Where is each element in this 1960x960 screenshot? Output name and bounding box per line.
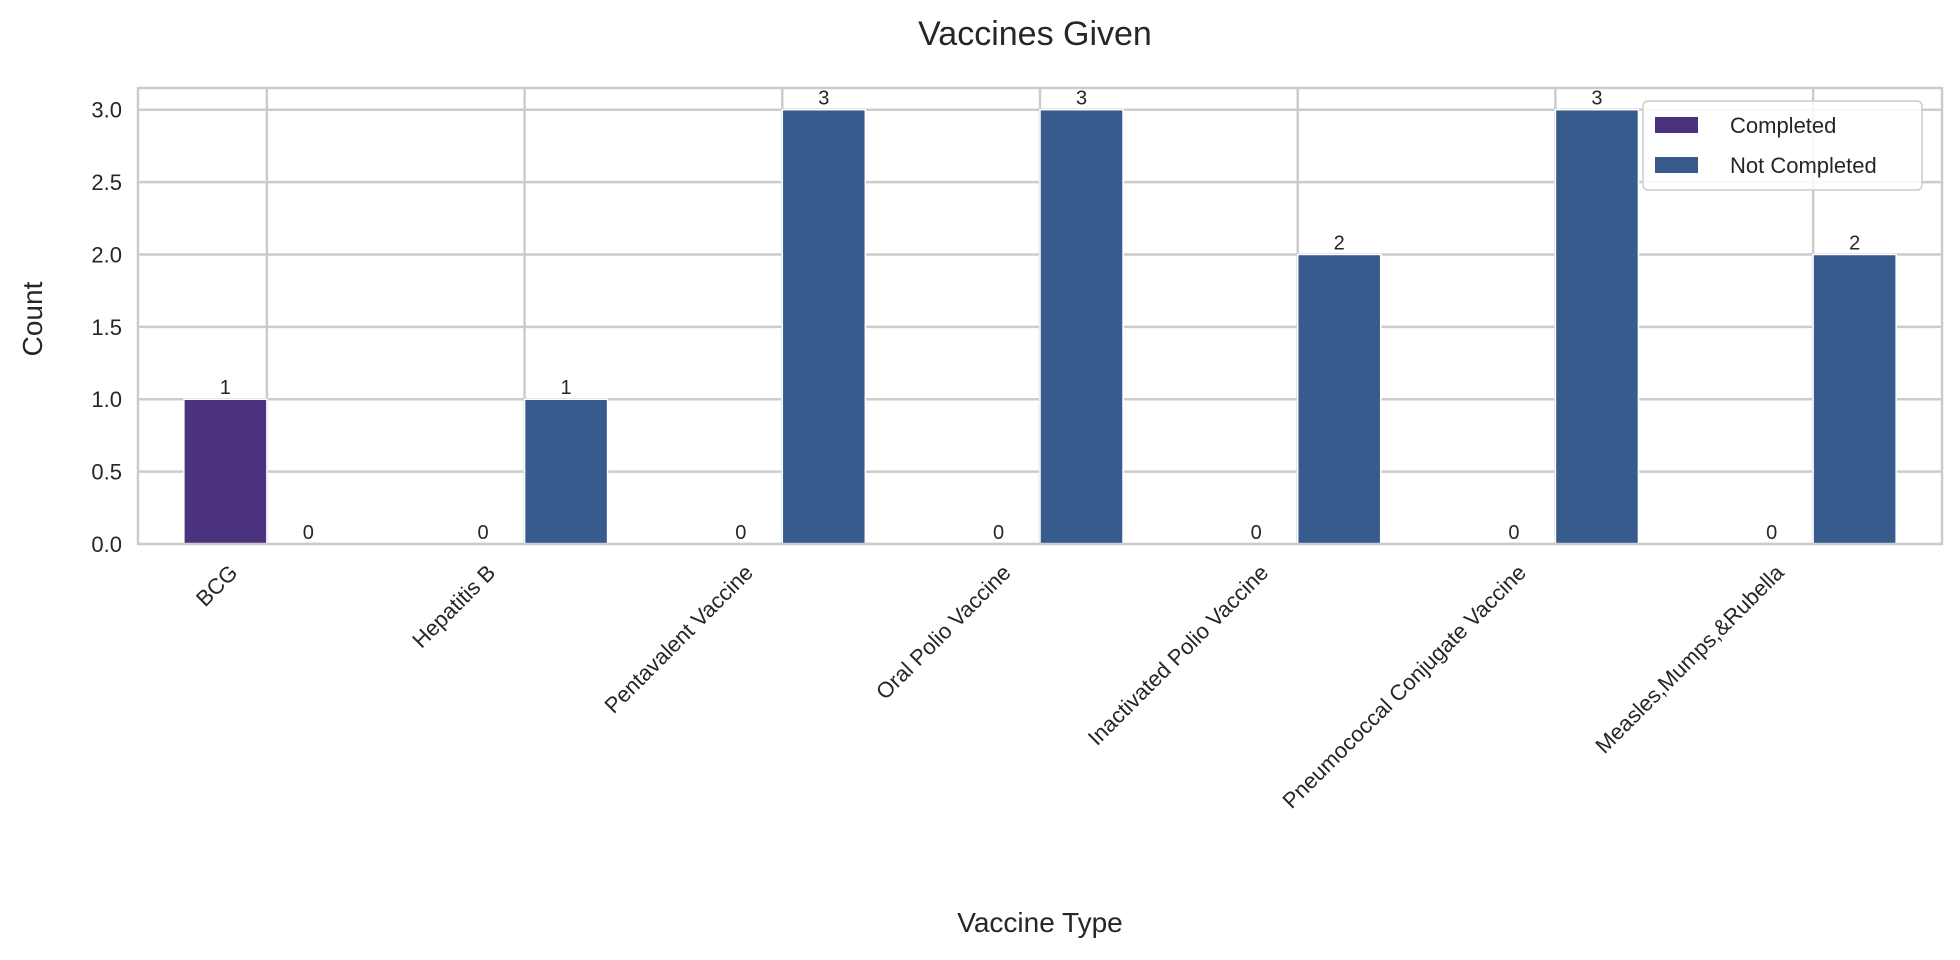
- legend: Completed Not Completed: [1642, 100, 1923, 191]
- bar-not-completed: [1296, 253, 1382, 545]
- bar-value-label: 1: [220, 377, 231, 399]
- bar-value-label: 0: [1251, 522, 1262, 544]
- bar-not-completed: [1554, 108, 1640, 545]
- bar-value-label: 3: [1076, 88, 1087, 110]
- bar-value-label: 0: [1766, 522, 1777, 544]
- bar-value-label: 1: [561, 377, 572, 399]
- bar-not-completed: [1812, 253, 1897, 545]
- bar-value-label: 0: [478, 522, 489, 544]
- plot-frame: [136, 86, 1944, 546]
- x-tick-label: Oral Polio Vaccine: [871, 560, 1015, 704]
- bar-value-label: 2: [1334, 232, 1345, 254]
- y-tick-label: 0.5: [91, 460, 122, 485]
- bar-value-label: 2: [1849, 232, 1860, 254]
- bar-value-label: 0: [1508, 522, 1519, 544]
- bar-completed: [183, 398, 268, 545]
- legend-swatch: [1655, 157, 1698, 173]
- bars: [183, 108, 1897, 545]
- x-tick-labels: BCG Hepatitis B Pentavalent Vaccine Oral Po…: [191, 559, 1789, 813]
- y-tick-label: 2.5: [91, 170, 122, 195]
- bar-not-completed: [523, 398, 609, 545]
- x-tick-label: Pentavalent Vaccine: [599, 560, 757, 718]
- bar-not-completed: [781, 108, 867, 545]
- legend-label: Not Completed: [1730, 153, 1877, 178]
- bar-labels: 1 0 0 0 0 0 0 0 1 3 3 2 3 2: [220, 88, 1860, 544]
- x-tick-label: Pneumococcal Conjugate Vaccine: [1277, 560, 1530, 813]
- y-tick-label: 3.0: [91, 98, 122, 123]
- y-tick-label: 1.0: [91, 387, 122, 412]
- x-tick-label: BCG: [191, 560, 242, 611]
- legend-label: Completed: [1730, 113, 1836, 138]
- x-axis-title: Vaccine Type: [957, 907, 1123, 938]
- x-tick-label: Inactivated Polio Vaccine: [1083, 560, 1273, 750]
- x-tick-label: Measles,Mumps,&Rubella: [1590, 559, 1789, 758]
- bar-value-label: 0: [303, 522, 314, 544]
- bar-value-label: 0: [993, 522, 1004, 544]
- bar-not-completed: [1039, 108, 1124, 545]
- bar-value-label: 3: [818, 88, 829, 110]
- y-axis-title: Count: [17, 281, 48, 356]
- x-tick-label: Hepatitis B: [407, 560, 500, 653]
- legend-swatch: [1655, 117, 1698, 133]
- chart-title: Vaccines Given: [918, 15, 1152, 53]
- bar-value-label: 0: [735, 522, 746, 544]
- y-tick-label: 0.0: [91, 532, 122, 557]
- legend-box: [1642, 100, 1923, 191]
- bar-value-label: 3: [1591, 88, 1602, 110]
- y-tick-label: 2.0: [91, 242, 122, 267]
- y-tick-labels: 0.0 0.5 1.0 1.5 2.0 2.5 3.0: [91, 98, 122, 557]
- y-tick-label: 1.5: [91, 315, 122, 340]
